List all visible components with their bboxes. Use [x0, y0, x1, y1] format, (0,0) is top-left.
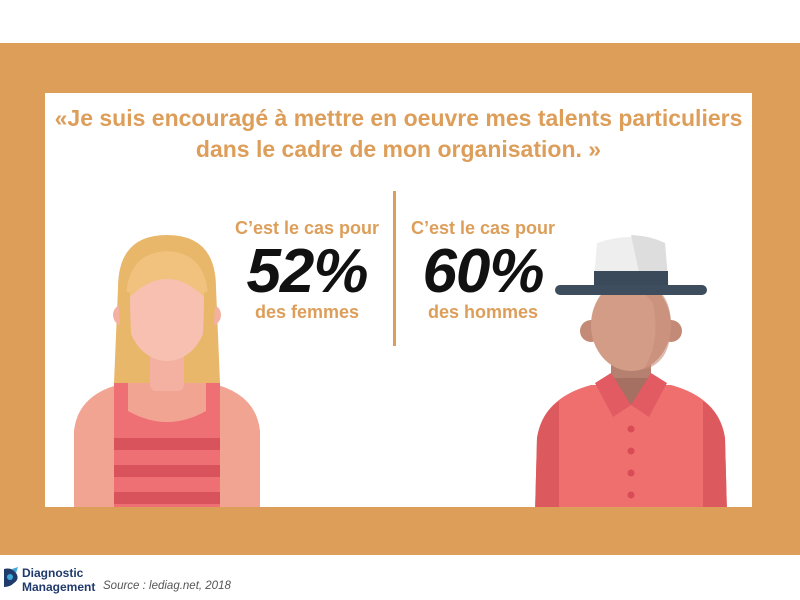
- divider-line: [393, 191, 396, 346]
- woman-illustration-icon: [74, 235, 260, 507]
- quote-line-2: dans le cadre de mon organisation. »: [195, 136, 602, 162]
- stat-women-percent: 52%: [246, 237, 368, 306]
- brand-line-2: Management: [22, 580, 96, 594]
- brand-name: Diagnostic Management: [22, 566, 95, 594]
- footer: Diagnostic Management Source : lediag.ne…: [0, 560, 800, 600]
- diagnostic-management-logo-icon: [4, 567, 18, 587]
- stat-women: C’est le cas pour 52% des femmes: [207, 217, 407, 323]
- stat-men-percent: 60%: [422, 237, 544, 306]
- stat-men-lead: C’est le cas pour: [410, 218, 556, 238]
- brand-line-1: Diagnostic: [22, 566, 84, 580]
- stat-men-tail: des hommes: [427, 302, 539, 322]
- infographic-panel: «Je suis encouragé à mettre en oeuvre me…: [45, 93, 752, 507]
- stat-women-lead: C’est le cas pour: [234, 218, 380, 238]
- man-with-hat-illustration-icon: [535, 235, 727, 507]
- source-credit: Source : lediag.net, 2018: [103, 580, 231, 592]
- quote-line-1: «Je suis encouragé à mettre en oeuvre me…: [54, 105, 743, 131]
- stat-men: C’est le cas pour 60% des hommes: [383, 217, 583, 323]
- quote-text: «Je suis encouragé à mettre en oeuvre me…: [45, 103, 752, 165]
- stat-women-tail: des femmes: [254, 302, 360, 322]
